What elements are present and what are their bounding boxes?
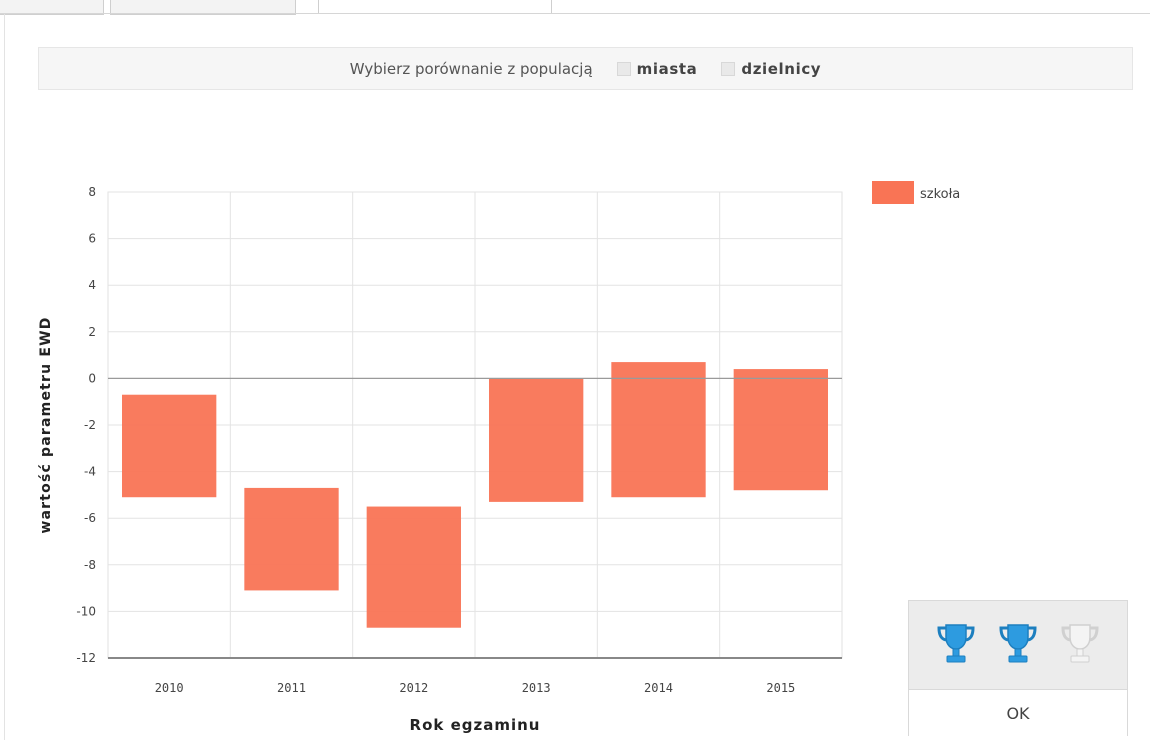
bar-2015 xyxy=(733,369,828,491)
panel-frame xyxy=(4,14,1150,740)
trophy-icon xyxy=(998,621,1038,669)
y-tick-label: 2 xyxy=(88,325,96,339)
chart-legend: szkoła xyxy=(872,181,960,204)
legend-swatch xyxy=(872,181,914,204)
tab-second[interactable] xyxy=(110,0,296,15)
tab-divider xyxy=(0,13,1150,14)
chart-grid xyxy=(107,191,843,659)
x-tick-label: 2015 xyxy=(766,681,795,695)
trophy-row xyxy=(909,601,1127,689)
y-tick-label: -4 xyxy=(84,465,96,479)
y-tick-label: -12 xyxy=(76,651,96,665)
y-tick-label: 6 xyxy=(88,232,96,246)
compare-selector: Wybierz porównanie z populacją miasta dz… xyxy=(38,47,1133,90)
y-tick-label: -6 xyxy=(84,511,96,525)
x-tick-label: 2013 xyxy=(522,681,551,695)
y-axis-title: wartość parametru EWD xyxy=(38,316,54,533)
x-tick-label: 2014 xyxy=(644,681,673,695)
city-option-label: miasta xyxy=(636,59,698,78)
y-tick-label: -8 xyxy=(84,558,96,572)
bar-2014 xyxy=(611,362,706,498)
tab-first[interactable] xyxy=(0,0,104,15)
city-checkbox[interactable] xyxy=(616,62,631,76)
tab-bar xyxy=(0,0,1150,15)
trophy-icon xyxy=(1060,621,1100,669)
y-tick-label: 0 xyxy=(88,371,96,385)
y-tick-label: -10 xyxy=(76,604,96,618)
ok-button[interactable]: OK xyxy=(909,689,1127,736)
awards-panel: OK xyxy=(908,600,1128,736)
city-option[interactable]: miasta xyxy=(603,60,698,78)
bar-2013 xyxy=(489,378,584,502)
x-tick-label: 2012 xyxy=(399,681,428,695)
bar-2010 xyxy=(122,394,217,498)
tab-active[interactable] xyxy=(318,0,552,14)
district-checkbox[interactable] xyxy=(721,62,736,76)
trophy-icon xyxy=(936,621,976,669)
y-tick-label: 4 xyxy=(88,278,96,292)
chart-bars xyxy=(122,362,828,628)
compare-prompt: Wybierz porównanie z populacją xyxy=(349,59,593,78)
y-tick-label: -2 xyxy=(84,418,96,432)
district-option[interactable]: dzielnicy xyxy=(707,60,821,78)
bar-2012 xyxy=(366,506,461,628)
legend-label: szkoła xyxy=(920,187,960,202)
chart-axes: -12 -10 -8 -6 -4 -2 0 2 4 6 8 2010 2011 2012 2013 2014 2… xyxy=(38,185,842,734)
district-option-label: dzielnicy xyxy=(741,59,822,78)
x-axis-title: Rok egzaminu xyxy=(410,716,541,734)
y-tick-label: 8 xyxy=(88,185,96,199)
x-tick-label: 2011 xyxy=(277,681,306,695)
x-tick-label: 2010 xyxy=(155,681,184,695)
bar-2011 xyxy=(244,487,339,591)
